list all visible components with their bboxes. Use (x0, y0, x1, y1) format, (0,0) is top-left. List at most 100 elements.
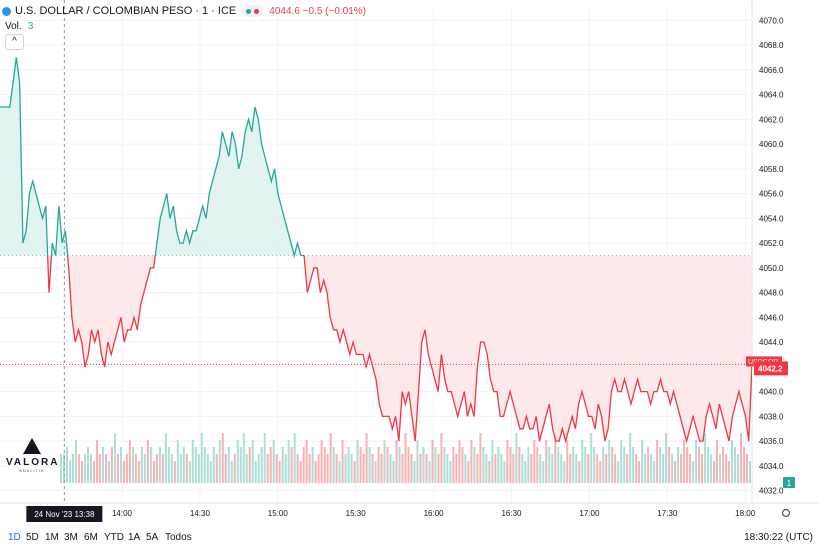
area-fill-down (0, 255, 752, 442)
volume-bar (344, 454, 347, 483)
last-price-label-bg (754, 361, 788, 376)
timeframe-6m[interactable]: 6M (84, 532, 98, 543)
volume-bar (203, 447, 206, 483)
volume-bar (452, 447, 455, 483)
volume-bar (281, 447, 284, 483)
logo-name: VALORA (6, 457, 60, 468)
volume-bar (326, 454, 329, 483)
volume-bar (431, 440, 434, 483)
y-tick-label: 4050.0 (759, 264, 784, 273)
volume-bar (593, 447, 596, 483)
volume-bar (329, 433, 332, 483)
volume-bar (602, 447, 605, 483)
volume-bar (227, 447, 230, 483)
volume-bar (428, 461, 431, 483)
timeframe-1a[interactable]: 1A (128, 532, 141, 543)
price-line-down[interactable] (0, 58, 752, 444)
volume-bar (245, 454, 248, 483)
volume-bar (302, 447, 305, 483)
volume-bar (254, 461, 257, 483)
volume-bar (263, 433, 266, 483)
volume-bar (575, 454, 578, 483)
timeframe-1d[interactable]: 1D (8, 532, 21, 543)
volume-bar (230, 461, 233, 483)
volume-bar (668, 447, 671, 483)
volume-bar (164, 433, 167, 483)
timeframe-1m[interactable]: 1M (45, 532, 59, 543)
volume-bar (680, 454, 683, 483)
volume-bar (392, 461, 395, 483)
volume-bar (698, 447, 701, 483)
x-tick-label: 15:00 (268, 509, 289, 518)
timeframe-3m[interactable]: 3M (64, 532, 78, 543)
x-tick-label: 18:00 (735, 509, 756, 518)
gear-icon[interactable] (781, 508, 791, 518)
timeframe-ytd[interactable]: YTD (104, 532, 124, 543)
volume-bar (161, 454, 164, 483)
volume-bar (371, 454, 374, 483)
volume-bar (134, 454, 137, 483)
volume-bar (242, 433, 245, 483)
volume-bar (185, 454, 188, 483)
y-tick-label: 4062.0 (759, 115, 784, 124)
volume-bar (587, 454, 590, 483)
volume-bar (461, 447, 464, 483)
y-tick-label: 4056.0 (759, 190, 784, 199)
volume-bar (98, 454, 101, 483)
volume-bar (200, 433, 203, 483)
volume-bar (518, 447, 521, 483)
volume-bar (542, 461, 545, 483)
volume-bar (536, 447, 539, 483)
symbol-title[interactable]: U.S. DOLLAR / COLOMBIAN PESO · 1 · ICE (15, 5, 237, 17)
volume-bar (572, 447, 575, 483)
volume-bar (320, 440, 323, 483)
volume-bar (407, 447, 410, 483)
volume-bar (620, 440, 623, 483)
volume-bar (437, 454, 440, 483)
volume-badge-bg (783, 477, 795, 488)
volume-bar (746, 454, 749, 483)
volume-bar (398, 447, 401, 483)
volume-bar (629, 433, 632, 483)
volume-bar (689, 454, 692, 483)
volume-bar (170, 454, 173, 483)
volume-bar (596, 454, 599, 483)
y-tick-label: 4046.0 (759, 313, 784, 322)
volume-bar (395, 440, 398, 483)
crosshair-time-label: 24 Nov '23 13:38 (34, 510, 95, 519)
volume-bar (551, 454, 554, 483)
volume-bar (422, 447, 425, 483)
volume-bar (137, 461, 140, 483)
volume-bar (155, 454, 158, 483)
y-tick-label: 4052.0 (759, 239, 784, 248)
volume-bar (107, 461, 110, 483)
volume-bar (443, 447, 446, 483)
market-status-indicator[interactable] (242, 5, 264, 17)
volume-bar (485, 454, 488, 483)
timeframe-todos[interactable]: Todos (165, 532, 192, 543)
collapse-legend-button[interactable]: ^ (5, 34, 24, 50)
volume-bar (581, 440, 584, 483)
volume-bar (272, 440, 275, 483)
timeframe-5a[interactable]: 5A (146, 532, 159, 543)
volume-bar (521, 454, 524, 483)
timeframe-5d[interactable]: 5D (26, 532, 39, 543)
symbol-logo-icon (2, 6, 11, 16)
volume-bar (197, 454, 200, 483)
volume-bar (74, 440, 77, 483)
volume-bar (236, 440, 239, 483)
volume-bar (308, 454, 311, 483)
volume-bar (707, 447, 710, 483)
volume-bar (65, 447, 68, 483)
volume-bar (380, 454, 383, 483)
valora-logo: VALORA ANALITIK (6, 438, 58, 473)
volume-bar (83, 454, 86, 483)
volume-bar (332, 447, 335, 483)
volume-bar (269, 447, 272, 483)
clock[interactable]: 18:30:22 (UTC) (744, 532, 813, 543)
volume-legend[interactable]: Vol. 3 (5, 21, 34, 32)
volume-bar (212, 447, 215, 483)
volume-bar (494, 454, 497, 483)
x-tick-label: 17:30 (657, 509, 678, 518)
